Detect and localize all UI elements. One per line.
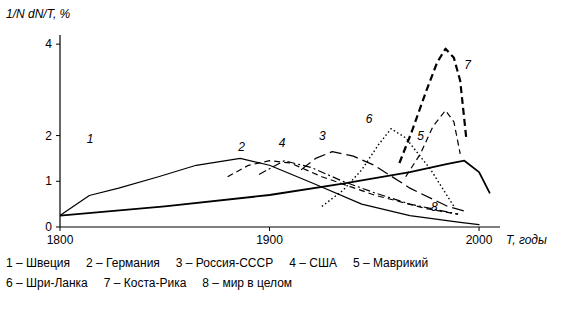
- legend-entry: 4 – США: [289, 256, 337, 270]
- x-tick: [479, 227, 480, 231]
- x-tick-label: 1800: [47, 233, 74, 247]
- chart: 0 1 2 4 1800 1900 2000 1/N dN/T, % T, годы 1 2 3 4 5 6…: [0, 0, 569, 310]
- y-tick-label: 2: [45, 129, 52, 143]
- curve-label: 2: [237, 140, 245, 154]
- x-tick-label: 1900: [256, 233, 283, 247]
- legend-entry: 2 – Германия: [86, 256, 160, 270]
- series-line: [399, 49, 466, 163]
- y-tick: [56, 135, 60, 136]
- curve-label: 3: [319, 129, 326, 143]
- x-axis: [60, 226, 500, 227]
- y-axis: [59, 35, 60, 227]
- legend-entry: 5 – Маврикий: [353, 256, 428, 270]
- y-tick: [56, 181, 60, 182]
- y-axis-label: 1/N dN/T, %: [6, 7, 71, 21]
- curve-label: 6: [366, 112, 373, 126]
- curve-label: 1: [87, 132, 94, 146]
- legend-entry: 8 – мир в целом: [202, 276, 292, 290]
- series-line: [60, 161, 490, 216]
- curve-label: 8: [431, 200, 438, 214]
- x-tick: [269, 227, 270, 231]
- y-tick-label: 4: [45, 37, 52, 51]
- y-tick: [56, 44, 60, 45]
- y-tick-label: 0: [45, 220, 52, 234]
- legend-entry: 3 – Россия-СССР: [176, 256, 273, 270]
- x-tick: [60, 227, 61, 231]
- plot-area: [60, 49, 490, 225]
- curve-label: 5: [417, 129, 424, 143]
- x-axis-label: T, годы: [506, 233, 547, 247]
- curve-label: 4: [279, 136, 286, 150]
- legend-entry: 1 – Швеция: [6, 256, 70, 270]
- page: {"chart_data": { "type": "line", "y_labe…: [0, 0, 569, 310]
- y-tick-label: 1: [45, 174, 52, 188]
- legend-entry: 6 – Шри-Ланка: [6, 276, 88, 290]
- y-tick: [56, 227, 60, 228]
- x-tick-label: 2000: [466, 233, 493, 247]
- series-line: [301, 152, 464, 211]
- legend-entry: 7 – Коста-Рика: [104, 276, 187, 290]
- curve-label: 7: [464, 58, 472, 72]
